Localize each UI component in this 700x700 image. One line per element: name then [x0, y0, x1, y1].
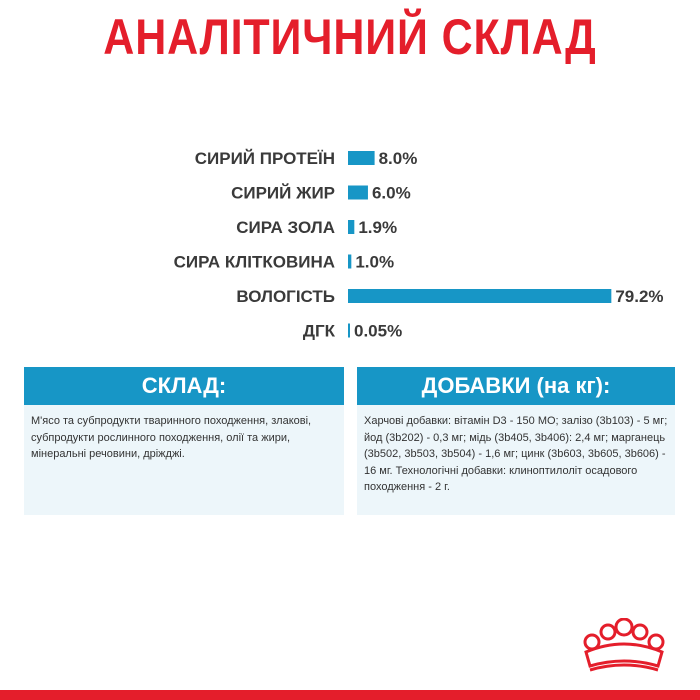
bar [348, 323, 350, 338]
category-label: СИРА ЗОЛА [236, 218, 335, 237]
nutrient-bar-chart: СИРИЙ ПРОТЕЇН 8.0% СИРИЙ ЖИР 6.0% СИРА ЗОЛА 1… [174, 149, 664, 341]
value-label: 1.9% [358, 218, 397, 237]
composition-heading: СКЛАД: [24, 367, 344, 405]
bar [348, 151, 375, 165]
bar [348, 185, 368, 200]
additives-heading: ДОБАВКИ (на кг): [357, 367, 675, 405]
category-label: СИРИЙ ЖИР [231, 184, 335, 203]
bar [348, 289, 612, 303]
bar [348, 220, 355, 234]
value-label: 6.0% [372, 184, 411, 203]
additives-text: Харчові добавки: вітамін D3 - 150 МО; за… [357, 405, 675, 515]
category-label: СИРА КЛІТКОВИНА [174, 253, 335, 272]
bar [348, 254, 352, 269]
composition-text: М'ясо та субпродукти тваринного походжен… [24, 405, 344, 515]
bottom-bar [0, 690, 700, 700]
value-label: 79.2% [615, 287, 663, 306]
category-label: ВОЛОГІСТЬ [236, 287, 335, 306]
royal-crown-icon [583, 618, 665, 672]
value-label: 1.0% [355, 253, 394, 272]
page-title: АНАЛІТИЧНИЙ СКЛАД [103, 9, 597, 65]
category-label: СИРИЙ ПРОТЕЇН [195, 149, 335, 168]
value-label: 8.0% [379, 149, 418, 168]
category-label: ДГК [303, 322, 336, 341]
value-label: 0.05% [354, 322, 402, 341]
